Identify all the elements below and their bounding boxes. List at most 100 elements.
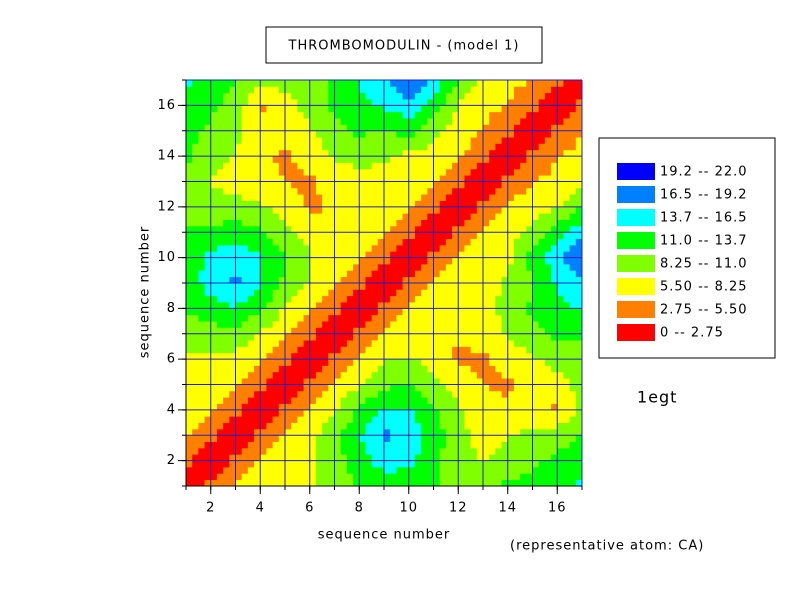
contour-cell	[569, 454, 577, 462]
contour-cell	[551, 219, 558, 227]
contour-cell	[235, 473, 243, 481]
contour-cell	[408, 130, 416, 138]
contour-cell	[551, 92, 558, 100]
contour-cell	[464, 422, 472, 430]
contour-cell	[328, 225, 335, 233]
contour-cell	[241, 384, 249, 392]
contour-cell	[266, 333, 274, 341]
contour-cell	[272, 447, 280, 455]
contour-cell	[297, 200, 304, 208]
contour-cell	[235, 466, 243, 474]
contour-cell	[489, 378, 496, 385]
contour-cell	[501, 187, 509, 195]
contour-cell	[452, 175, 459, 182]
contour-cell	[278, 308, 286, 316]
contour-cell	[291, 302, 298, 309]
contour-cell	[216, 447, 224, 455]
contour-cell	[470, 479, 478, 487]
contour-cell	[483, 327, 490, 335]
contour-cell	[476, 257, 484, 265]
contour-cell	[575, 397, 583, 404]
contour-cell	[569, 447, 577, 455]
contour-cell	[408, 466, 416, 474]
contour-cell	[303, 308, 311, 316]
contour-cell	[359, 378, 366, 385]
contour-cell	[328, 149, 335, 157]
contour-cell	[476, 473, 484, 481]
contour-cell	[328, 416, 335, 423]
contour-cell	[445, 276, 453, 284]
contour-cell	[402, 346, 410, 354]
contour-cell	[557, 384, 564, 392]
contour-cell	[291, 219, 298, 227]
contour-cell	[254, 251, 261, 259]
contour-cell	[569, 130, 577, 138]
contour-cell	[458, 219, 465, 227]
contour-cell	[402, 422, 410, 430]
contour-cell	[408, 219, 416, 227]
contour-cell	[390, 302, 397, 309]
contour-cell	[526, 378, 533, 385]
contour-cell	[210, 92, 218, 100]
contour-cell	[439, 422, 447, 430]
contour-cell	[291, 86, 298, 94]
contour-cell	[328, 390, 335, 398]
contour-cell	[563, 118, 571, 125]
contour-cell	[216, 92, 224, 100]
contour-cell	[464, 321, 472, 328]
contour-cell	[507, 232, 515, 239]
contour-cell	[483, 365, 490, 373]
contour-cell	[229, 181, 236, 189]
contour-cell	[334, 479, 342, 487]
contour-cell	[513, 435, 521, 442]
contour-cell	[396, 105, 403, 113]
contour-cell	[340, 92, 348, 100]
contour-cell	[439, 359, 447, 366]
contour-cell	[272, 422, 280, 430]
contour-cell	[476, 283, 484, 290]
contour-cell	[303, 200, 311, 208]
contour-cell	[266, 283, 274, 290]
contour-cell	[322, 333, 329, 341]
contour-cell	[470, 416, 478, 423]
contour-cell	[241, 124, 249, 132]
contour-cell	[260, 390, 267, 398]
contour-cell	[563, 206, 571, 214]
contour-cell	[557, 473, 564, 481]
contour-cell	[569, 352, 577, 360]
contour-cell	[334, 441, 342, 449]
contour-cell	[216, 460, 224, 468]
contour-cell	[186, 416, 193, 423]
contour-cell	[260, 371, 267, 379]
contour-cell	[402, 473, 410, 481]
contour-cell	[216, 409, 224, 417]
contour-cell	[216, 435, 224, 442]
contour-cell	[520, 99, 527, 106]
contour-cell	[365, 308, 373, 316]
contour-cell	[198, 276, 205, 284]
contour-cell	[285, 283, 292, 290]
contour-cell	[526, 295, 533, 303]
contour-cell	[495, 92, 502, 100]
contour-cell	[507, 162, 515, 170]
contour-cell	[402, 479, 410, 487]
contour-cell	[489, 321, 496, 328]
contour-cell	[532, 390, 540, 398]
contour-cell	[396, 466, 403, 474]
contour-cell	[414, 80, 422, 87]
contour-cell	[223, 397, 230, 404]
contour-cell	[278, 428, 286, 436]
contour-cell	[359, 346, 366, 354]
contour-cell	[445, 460, 453, 468]
contour-cell	[340, 244, 348, 252]
contour-cell	[235, 460, 243, 468]
contour-cell	[359, 479, 366, 487]
contour-cell	[285, 181, 292, 189]
contour-cell	[439, 162, 447, 170]
contour-cell	[303, 232, 311, 239]
contour-cell	[260, 86, 267, 94]
contour-cell	[421, 263, 428, 271]
contour-cell	[353, 137, 360, 144]
contour-cell	[260, 314, 267, 322]
contour-cell	[476, 99, 484, 106]
